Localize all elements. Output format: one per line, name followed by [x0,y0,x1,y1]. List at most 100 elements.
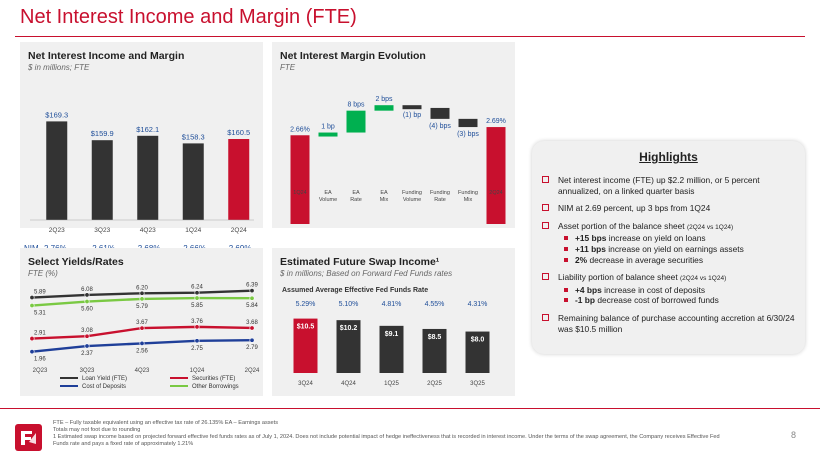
yields-legend-label: Other Borrowings [192,384,239,390]
nim-bar-label: (3) bps [457,131,479,138]
nim-x-tick-label: EA [324,190,332,196]
yields-data-label: 2.75 [191,346,203,352]
swap-panel-title: Estimated Future Swap Income¹ [280,256,440,268]
title-rule [15,36,805,37]
nii-x-tick-label: 2Q24 [231,227,247,234]
nim-change-bar [346,110,366,133]
page-number: 8 [791,430,797,440]
nim-panel-title: Net Interest Margin Evolution [280,50,426,62]
yields-panel-title: Select Yields/Rates [28,256,124,268]
yields-data-label: 5.85 [191,303,203,309]
swap-panel-subtitle: $ in millions; Based on Forward Fed Fund… [280,269,453,278]
yields-point [139,290,145,296]
square-bullet-icon [564,287,568,292]
nim-bar-label: (4) bps [429,123,451,130]
nii-panel-title: Net Interest Income and Margin [28,50,185,62]
nim-bar-label: 2.66% [290,126,310,133]
yields-point [84,343,90,349]
highlight-item: NIM at 2.69 percent, up 3 bps from 1Q24 [542,203,800,214]
yields-point [194,295,200,301]
yields-point [84,299,90,305]
yields-data-label: 5.60 [81,307,93,313]
yields-x-tick-label: 1Q24 [190,368,205,374]
nim-x-tick-label: Funding [458,190,478,196]
nim-bar-label: (1) bp [403,112,421,119]
nim-x-tick-label: Mix [380,197,389,203]
swap-rate-label: 5.29% [296,301,316,308]
yields-data-label: 2.37 [81,351,93,357]
company-logo-icon [15,424,42,451]
checkbox-bullet-icon [542,176,549,183]
swap-x-tick-label: 3Q25 [470,381,485,387]
highlights-box: Highlights Net interest income (FTE) up … [532,141,805,354]
nii-bar [228,139,250,220]
yields-data-label: 2.91 [34,331,46,337]
yields-data-label: 5.31 [34,311,46,317]
square-bullet-icon [564,236,568,241]
nim-x-tick-label: Rate [350,197,362,203]
nim-end-bar [486,127,506,224]
swap-rate-label: 5.10% [339,301,359,308]
nim-waterfall-chart: 2.66% 1 bp 8 bps 2 bps (1) bp (4) bps (3) bps 2… [290,96,506,224]
swap-panel: Estimated Future Swap Income¹ $ in milli… [272,248,515,396]
nii-bar [46,121,68,220]
square-bullet-icon [564,257,568,262]
swap-bar [422,328,447,373]
yields-legend-label: Securities (FTE) [192,376,235,382]
nii-x-tick-label: 3Q23 [94,227,110,234]
swap-bar-chart: Assumed Average Effective Fed Funds Rate… [282,287,490,387]
asset-note: (2Q24 vs 1Q24) [686,223,734,231]
yields-point [84,292,90,298]
swap-rate-label: 4.81% [382,301,402,308]
highlight-item: Asset portion of the balance sheet (2Q24… [542,221,800,234]
nii-x-tick-label: 2Q23 [49,227,65,234]
yields-x-tick-label: 4Q23 [135,368,150,374]
nii-bar-label: $169.3 [45,110,68,119]
nim-change-bar [374,105,394,111]
checkbox-bullet-icon [542,221,549,229]
yields-point [249,288,255,294]
nim-change-bar [430,107,450,119]
yields-point [139,340,145,346]
swap-rate-label: 4.55% [425,301,445,308]
swap-bar [293,318,318,373]
footnote: FTE – Fully taxable equivalent using an … [53,420,279,426]
yields-x-tick-label: 2Q24 [245,368,260,374]
square-bullet-icon [564,246,568,251]
nim-x-tick-label: Rate [434,197,446,203]
swap-bar-label: $10.2 [340,325,358,332]
nim-change-bar [402,105,422,110]
yields-data-label: 5.84 [246,303,258,309]
nim-panel-subtitle: FTE [280,63,296,72]
highlight-subitem: 2% decrease in average securities [542,255,800,266]
highlights-list: Net interest income (FTE) up $2.2 millio… [542,168,800,334]
nim-x-tick-label: EA [352,190,360,196]
swap-x-tick-label: 2Q25 [427,381,442,387]
highlight-item: Net interest income (FTE) up $2.2 millio… [542,175,800,196]
nim-x-tick-label: Volume [319,197,337,203]
nim-x-tick-label: Funding [402,190,422,196]
checkbox-bullet-icon [542,204,549,212]
yields-point [29,303,35,309]
yields-legend-label: Cost of Deposits [82,384,126,390]
nim-panel: Net Interest Margin Evolution FTE 2.66% 1… [272,42,515,228]
nii-bar-label: $158.3 [182,132,205,141]
yields-panel: Select Yields/Rates FTE (%) 5.89 6.08 6.20… [20,248,263,396]
yields-point [139,296,145,302]
highlight-subitem: +11 bps increase on yield on earnings as… [542,244,800,255]
yields-data-label: 1.96 [34,357,46,363]
yields-point [249,295,255,301]
nim-change-bar [318,132,338,137]
yields-data-label: 3.76 [191,319,203,325]
yields-point [249,337,255,343]
nim-bar-label: 2.69% [486,118,506,125]
swap-x-tick-label: 1Q25 [384,381,399,387]
nii-chart: $169.3 2Q23 $159.9 3Q23 $162.1 4Q23 $158.3 1Q24… [30,110,254,234]
nii-panel-subtitle: $ in millions; FTE [28,63,90,72]
yields-data-label: 6.08 [81,287,93,293]
yields-data-label: 5.89 [34,290,46,296]
swap-bar [379,325,404,373]
yields-line-chart: 5.89 6.08 6.20 6.24 6.39 2.91 3.08 3.67 3.76 3.68… [29,283,260,390]
yields-point [29,336,35,342]
highlight-item: Liability portion of balance sheet (2Q24… [542,272,800,285]
